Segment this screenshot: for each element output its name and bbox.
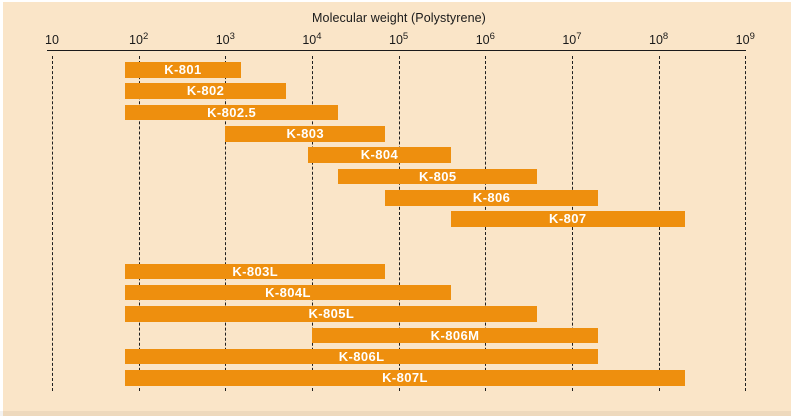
chart-title: Molecular weight (Polystyrene) [312, 11, 486, 25]
decade-gridline [52, 56, 53, 391]
range-bar-k-803l: K-803L [125, 263, 386, 279]
range-bar-k-807l: K-807L [125, 370, 685, 386]
axis-tick-label: 107 [562, 30, 582, 47]
decade-gridline [398, 56, 400, 391]
bar-label: K-803L [232, 263, 279, 279]
bar-label: K-802.5 [207, 104, 257, 120]
range-bar-k-801: K-801 [125, 62, 241, 78]
range-bar-k-803: K-803 [225, 126, 386, 142]
range-bar-k-805: K-805 [338, 168, 538, 185]
range-bar-k-802-5: K-802.5 [125, 104, 339, 121]
x-axis-line [47, 50, 746, 51]
axis-tick-label: 104 [302, 30, 322, 47]
axis-tick-label: 105 [389, 30, 409, 47]
left-border [0, 0, 3, 416]
decade-gridline [138, 56, 140, 391]
range-bar-k-802: K-802 [125, 83, 286, 99]
bar-label: K-807L [382, 370, 428, 386]
bar-label: K-805 [419, 168, 457, 184]
axis-tick-label: 103 [215, 30, 235, 47]
bar-label: K-805L [308, 306, 355, 322]
bar-label: K-806M [430, 327, 480, 343]
bar-label: K-801 [164, 62, 202, 77]
bar-label: K-804L [265, 284, 311, 300]
top-border [0, 0, 791, 2]
bar-label: K-804 [360, 147, 399, 163]
range-bar-k-806l: K-806L [125, 348, 599, 365]
axis-tick-label: 10 [45, 33, 59, 47]
decade-gridline [311, 56, 313, 391]
bar-label: K-802 [186, 83, 225, 99]
range-bar-k-804: K-804 [308, 147, 451, 163]
axis-tick-label: 108 [649, 30, 669, 47]
bar-label: K-803 [286, 126, 324, 142]
axis-tick-label: 106 [475, 30, 495, 47]
range-bar-k-807: K-807 [450, 211, 685, 227]
bar-label: K-806L [338, 348, 385, 364]
range-bar-k-806m: K-806M [311, 327, 599, 344]
axis-tick-label: 109 [735, 30, 755, 47]
decade-gridline [745, 56, 747, 391]
decade-gridline [225, 56, 227, 391]
bottom-shadow [0, 411, 791, 416]
range-bar-k-805l: K-805L [125, 306, 538, 322]
axis-tick-label: 102 [129, 30, 149, 47]
bar-label: K-806 [472, 190, 511, 206]
bar-label: K-807 [549, 211, 587, 227]
range-bar-k-804l: K-804L [125, 284, 451, 301]
range-bar-k-806: K-806 [385, 190, 599, 206]
